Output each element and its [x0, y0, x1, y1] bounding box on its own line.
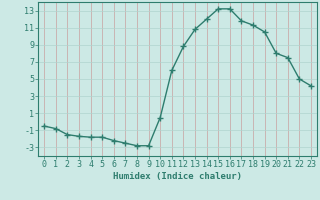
X-axis label: Humidex (Indice chaleur): Humidex (Indice chaleur) — [113, 172, 242, 181]
